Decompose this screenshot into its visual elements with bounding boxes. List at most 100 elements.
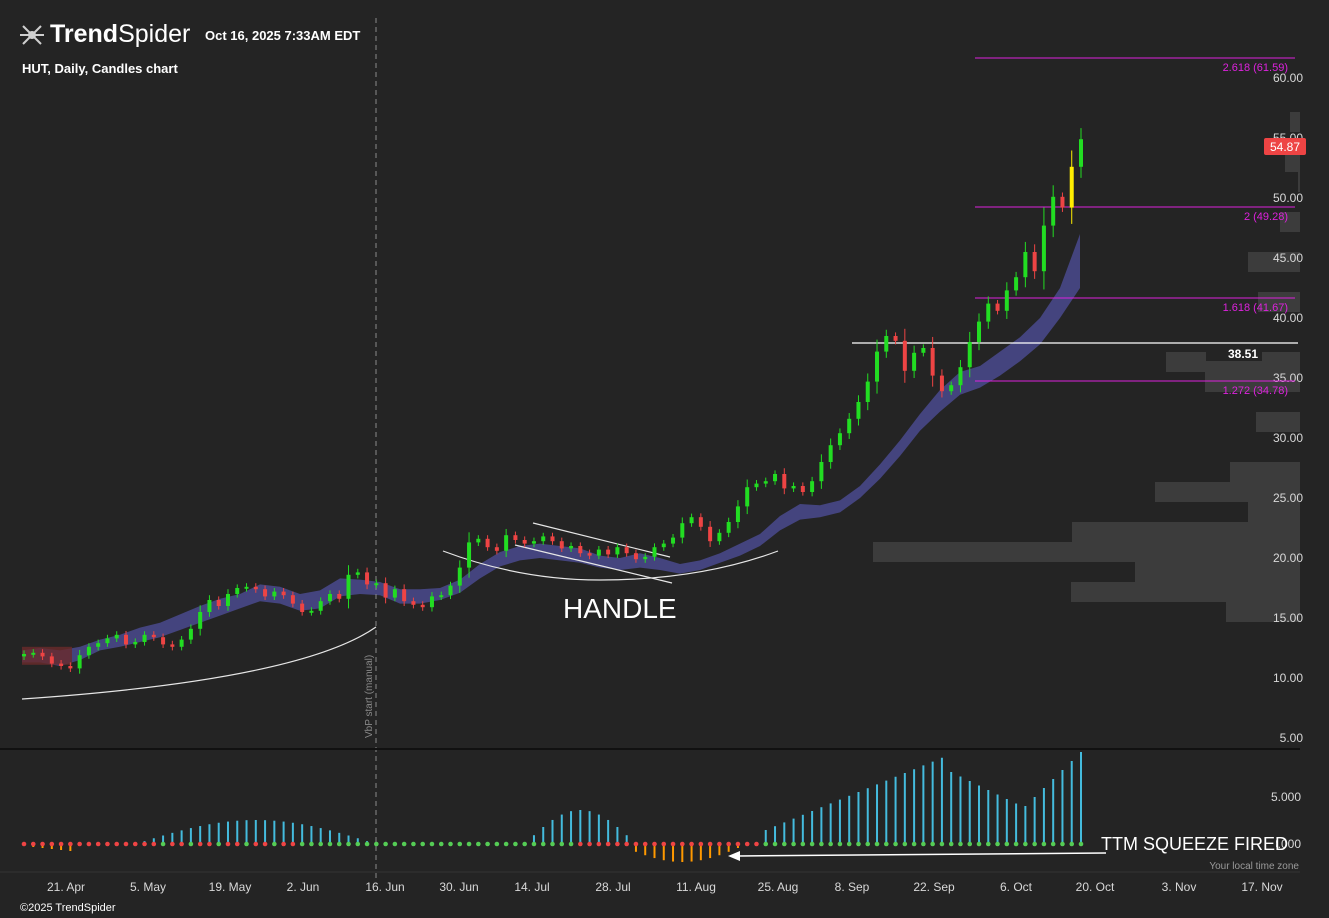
squeeze-dot (77, 841, 82, 847)
squeeze-dot (1041, 841, 1047, 847)
price-tick-label: 50.00 (1273, 191, 1303, 205)
candle-body (615, 547, 620, 555)
candle-body (448, 585, 453, 596)
candle-body (374, 583, 379, 586)
squeeze-dot (596, 841, 602, 847)
candle-body (290, 595, 295, 604)
time-tick-label: 30. Jun (439, 880, 478, 894)
squeeze-dot (123, 841, 129, 847)
squeeze-dot (197, 841, 203, 847)
candle-body (161, 637, 166, 645)
candle-body (318, 601, 323, 611)
candle-body (930, 348, 935, 376)
squeeze-dot (680, 841, 685, 847)
candle-body (643, 556, 648, 560)
squeeze-dot (476, 841, 481, 847)
squeeze-dot (763, 841, 769, 847)
candle-body (633, 553, 638, 560)
candle-body (995, 303, 1000, 311)
squeeze-dot (503, 841, 509, 847)
candle-body (327, 594, 332, 602)
price-tick-label: 5.00 (1280, 731, 1304, 745)
candle-body (123, 634, 128, 645)
squeeze-dot (540, 841, 546, 847)
candle-body (791, 486, 796, 489)
squeeze-dot (735, 841, 741, 847)
candle-body (541, 536, 546, 542)
squeeze-dot (587, 841, 592, 847)
fib-level-label: 1.618 (41.67) (1223, 302, 1288, 314)
candle-body (402, 589, 407, 602)
candle-body (782, 474, 787, 489)
squeeze-dot (828, 841, 833, 847)
time-tick-label: 6. Oct (1000, 880, 1033, 894)
squeeze-dot (772, 841, 778, 847)
squeeze-dot (578, 841, 583, 847)
candle-body (476, 538, 481, 543)
squeeze-dot (1013, 841, 1019, 847)
candle-body (420, 604, 425, 608)
squeeze-dot (883, 841, 889, 847)
vbp-bar (1248, 502, 1300, 522)
squeeze-dot (30, 841, 36, 847)
squeeze-dot (234, 841, 240, 847)
vbp-bar (1135, 562, 1300, 582)
vbp-bar (1226, 602, 1300, 622)
candle-body (300, 603, 305, 612)
candle-body (828, 445, 833, 462)
squeeze-dot (299, 841, 305, 847)
squeeze-dot (253, 841, 259, 847)
squeeze-dot (642, 841, 648, 847)
squeeze-dot (1023, 841, 1028, 847)
candle-body (494, 547, 499, 551)
candle-body (96, 643, 101, 647)
price-tick-label: 35.00 (1273, 371, 1303, 385)
candle-body (365, 572, 370, 585)
level-label-bg (1206, 345, 1262, 361)
squeeze-dot (355, 841, 361, 847)
squeeze-dot (364, 841, 370, 847)
candle-body (1023, 252, 1028, 278)
squeeze-dot (893, 841, 898, 847)
candle-body (179, 639, 184, 647)
squeeze-annotation: TTM SQUEEZE FIRED (1101, 834, 1288, 854)
oscillator-tick-label: 5.000 (1271, 790, 1301, 804)
candle-body (513, 535, 518, 540)
candle-body (1079, 139, 1083, 167)
candle-body (31, 652, 36, 655)
price-tick-label: 45.00 (1273, 251, 1303, 265)
timestamp: Oct 16, 2025 7:33AM EDT (205, 28, 361, 43)
squeeze-dot (550, 841, 555, 847)
candle-body (958, 367, 963, 386)
candle-body (810, 481, 815, 492)
squeeze-dot (281, 841, 286, 847)
candle-body (272, 591, 277, 597)
vbp-bar (1258, 292, 1300, 312)
squeeze-dot (262, 841, 268, 847)
squeeze-dot (670, 841, 676, 847)
candle-body (170, 644, 175, 647)
vbp-bar (1205, 372, 1300, 392)
time-tick-label: 11. Aug (676, 880, 716, 894)
squeeze-dot (290, 841, 296, 847)
time-tick-label: 17. Nov (1241, 880, 1282, 894)
symbol-line: HUT, Daily, Candles chart (22, 61, 178, 76)
squeeze-dot (21, 841, 27, 847)
vbp-bar (1166, 352, 1300, 372)
squeeze-dot (791, 841, 796, 847)
candle-body (977, 321, 982, 342)
squeeze-dot (336, 841, 342, 847)
candle-body (216, 600, 221, 606)
candle-body (856, 402, 861, 419)
brand-light: Spider (118, 20, 191, 48)
squeeze-dot (429, 841, 435, 847)
local-time-label: Your local time zone (1209, 861, 1299, 872)
candle-body (207, 600, 212, 612)
squeeze-dot (244, 841, 249, 847)
candle-body (522, 540, 527, 544)
squeeze-dot (856, 841, 861, 847)
squeeze-dot (411, 841, 416, 847)
squeeze-dot (216, 841, 222, 847)
vbp-bar (1285, 152, 1300, 172)
